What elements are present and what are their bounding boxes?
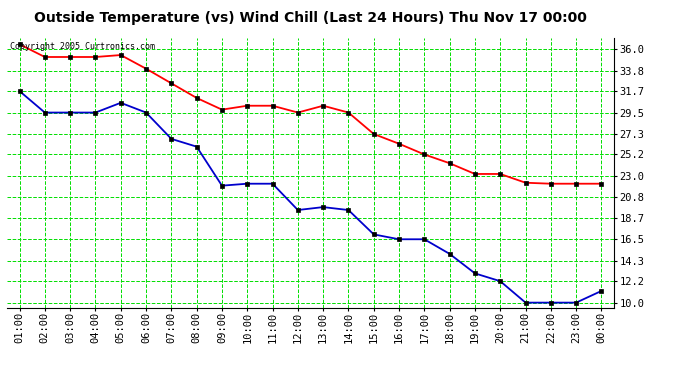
Text: Outside Temperature (vs) Wind Chill (Last 24 Hours) Thu Nov 17 00:00: Outside Temperature (vs) Wind Chill (Las… [34,11,587,25]
Text: Copyright 2005 Curtronics.com: Copyright 2005 Curtronics.com [10,42,155,51]
